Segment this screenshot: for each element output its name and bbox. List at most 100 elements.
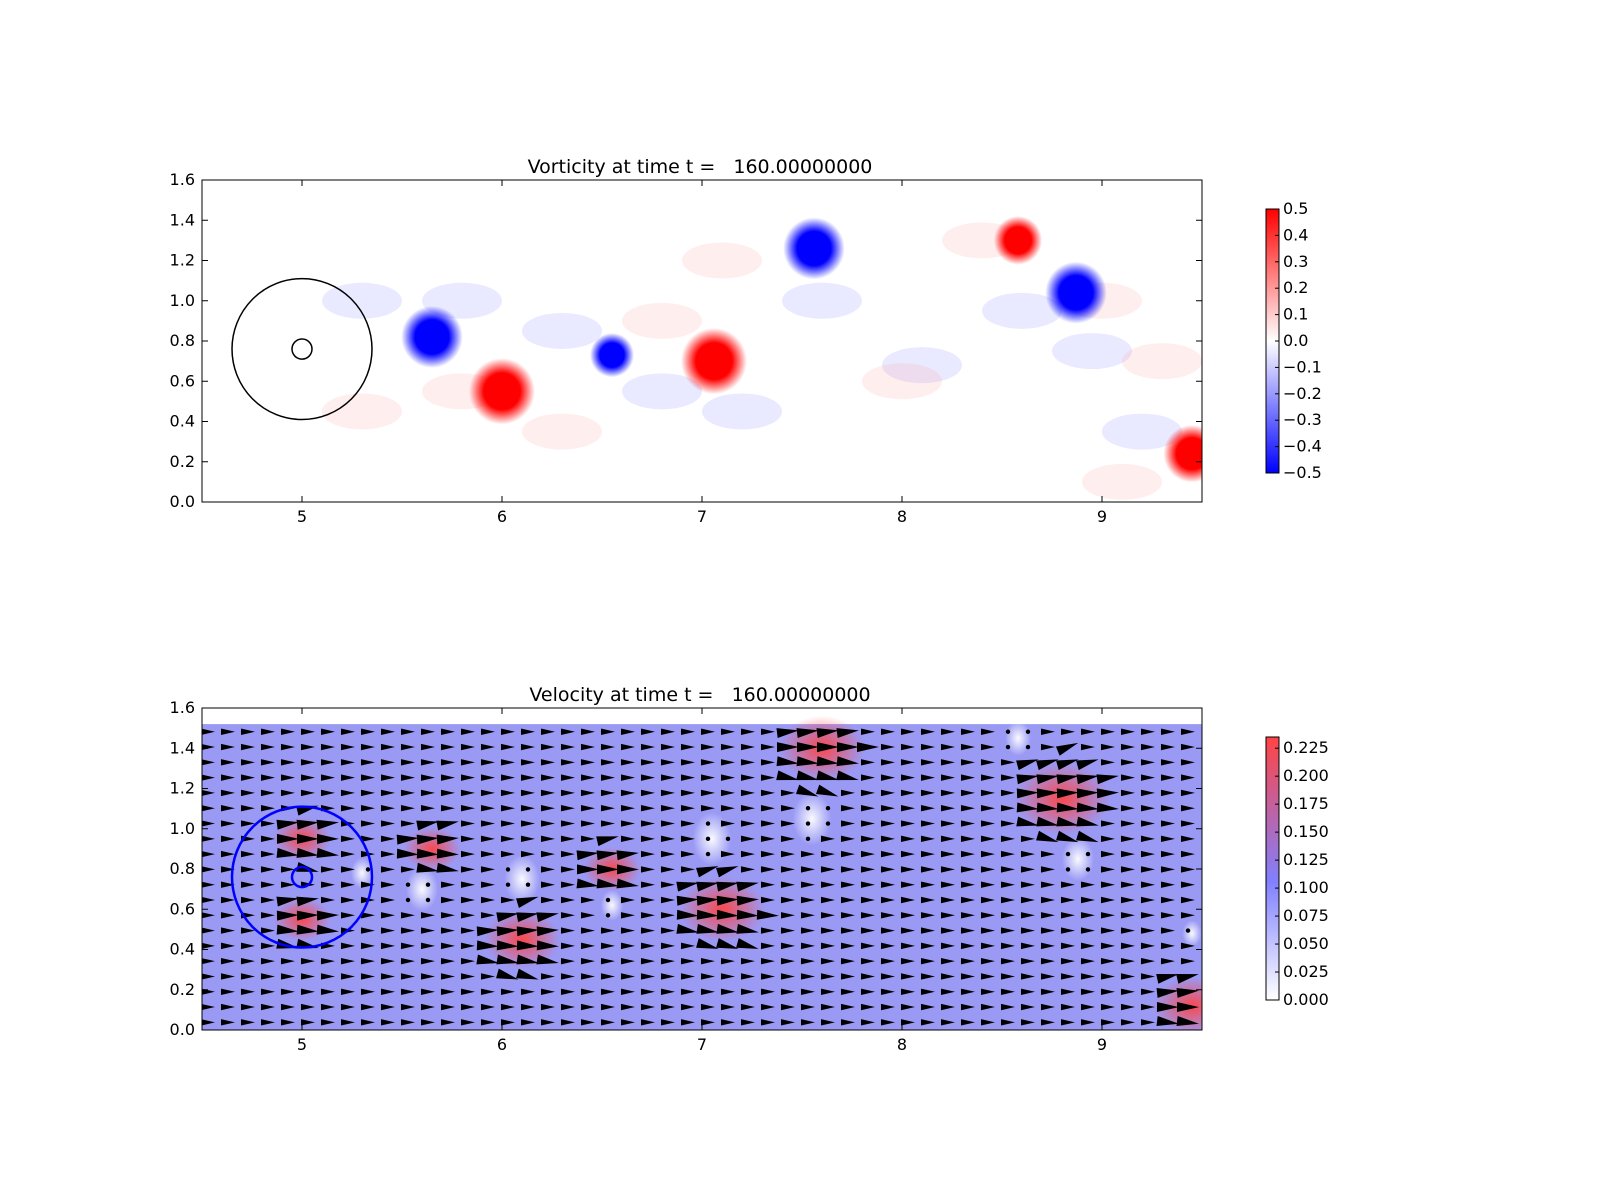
- quiver-arrow: [581, 957, 595, 965]
- quiver-arrow: [681, 805, 695, 812]
- domain-circle: [231, 277, 373, 421]
- fast-flow-region: [403, 827, 461, 871]
- quiver-arrow: [261, 942, 275, 950]
- quiver-arrow: [261, 835, 275, 843]
- quiver-arrow: [341, 850, 355, 858]
- quiver-arrow: [836, 728, 859, 739]
- quiver-arrow: [641, 835, 655, 843]
- quiver-arrow: [341, 835, 355, 843]
- quiver-arrow: [981, 912, 995, 919]
- quiver-arrow: [981, 866, 995, 873]
- quiver-arrow: [641, 774, 655, 781]
- quiver-arrow: [741, 1003, 755, 1011]
- quiver-arrow: [561, 957, 575, 965]
- quiver-arrow: [361, 957, 375, 965]
- quiver-arrow: [961, 789, 975, 797]
- quiver-arrow: [736, 938, 759, 949]
- quiver-arrow: [661, 1003, 675, 1011]
- quiver-arrow: [441, 927, 455, 934]
- quiver-arrow: [921, 973, 935, 980]
- x-tick-label: 6: [497, 507, 507, 526]
- quiver-arrow: [661, 835, 675, 843]
- quiver-arrow: [641, 927, 655, 934]
- quiver-arrow: [581, 912, 595, 919]
- quiver-arrow: [781, 850, 795, 858]
- quiver-arrow: [1016, 774, 1039, 785]
- quiver-arrow: [296, 896, 319, 907]
- quiver-arrow: [521, 1019, 535, 1026]
- quiver-arrow: [841, 881, 855, 888]
- quiver-arrow: [681, 866, 695, 873]
- quiver-arrow: [441, 774, 455, 781]
- x-tick-label: 5: [297, 507, 307, 526]
- quiver-arrow: [561, 805, 575, 812]
- quiver-arrow: [841, 957, 855, 965]
- shear-layer-red: [322, 393, 402, 430]
- quiver-arrow: [641, 988, 655, 995]
- quiver-arrow: [795, 784, 819, 797]
- quiver-arrow: [621, 743, 635, 751]
- slow-flow-region: [406, 866, 438, 912]
- quiver-arrow: [441, 881, 455, 888]
- quiver-arrow: [276, 910, 299, 921]
- quiver-arrow: [241, 1019, 255, 1026]
- quiver-arrow: [581, 805, 595, 812]
- colorbar-tick-label: 0.150: [1283, 822, 1329, 841]
- quiver-arrow: [841, 850, 855, 858]
- colorbar-tick-label: 0.0: [1283, 331, 1308, 350]
- quiver-arrow: [881, 896, 895, 904]
- quiver-arrow: [881, 850, 895, 858]
- quiver-arrow: [701, 805, 715, 812]
- velocity-plot-area: [202, 708, 1202, 1030]
- quiver-arrow: [441, 988, 455, 995]
- quiver-arrow: [741, 973, 755, 980]
- velocity-colorbar: 0.225 0.200 0.175 0.150 0.125 0.100 0.07…: [1265, 736, 1329, 1009]
- quiver-arrow: [901, 759, 915, 766]
- quiver-arrow: [941, 957, 955, 965]
- quiver-arrow: [261, 743, 275, 751]
- quiver-arrow: [716, 866, 739, 878]
- quiver-arrow: [821, 957, 835, 965]
- quiver-arrow: [961, 988, 975, 995]
- quiver-arrow: [816, 756, 839, 767]
- quiver-arrow: [401, 957, 415, 965]
- quiver-arrow: [221, 1003, 235, 1011]
- quiver-arrow: [861, 927, 875, 934]
- quiver-arrow: [536, 954, 559, 965]
- quiver-arrow: [221, 912, 235, 919]
- quiver-arrow: [1001, 1019, 1015, 1026]
- quiver-arrow: [516, 968, 539, 980]
- quiver-arrow: [481, 820, 495, 827]
- quiver-arrow: [621, 1003, 635, 1011]
- quiver-arrow: [1096, 788, 1119, 799]
- vortex-core: [681, 327, 747, 395]
- quiver-arrow: [781, 835, 795, 843]
- quiver-arrow: [1161, 866, 1175, 873]
- quiver-arrow: [701, 774, 715, 781]
- quiver-arrow: [796, 756, 819, 767]
- quiver-arrow: [501, 743, 515, 751]
- quiver-arrow: [1101, 1019, 1115, 1026]
- quiver-arrow: [501, 1019, 515, 1026]
- quiver-arrow: [1121, 942, 1135, 950]
- quiver-arrow: [1121, 1003, 1135, 1011]
- quiver-arrow: [1121, 1019, 1135, 1026]
- quiver-arrow: [641, 912, 655, 919]
- quiver-arrow: [321, 881, 335, 888]
- y-tick-label: 1.6: [170, 170, 195, 189]
- quiver-arrow: [1021, 1019, 1035, 1026]
- quiver-arrow: [1061, 728, 1075, 735]
- shear-layer-blue: [522, 312, 602, 349]
- quiver-arrow: [321, 988, 335, 995]
- quiver-arrow: [641, 759, 655, 766]
- quiver-arrow: [1101, 820, 1115, 827]
- quiver-arrow: [381, 805, 395, 812]
- quiver-arrow: [241, 988, 255, 995]
- quiver-arrow: [681, 759, 695, 766]
- quiver-arrow: [202, 866, 215, 873]
- quiver-arrow: [815, 784, 839, 797]
- quiver-arrow: [856, 742, 879, 753]
- quiver-arrow: [541, 789, 555, 797]
- quiver-arrow: [581, 759, 595, 766]
- quiver-arrow: [881, 973, 895, 980]
